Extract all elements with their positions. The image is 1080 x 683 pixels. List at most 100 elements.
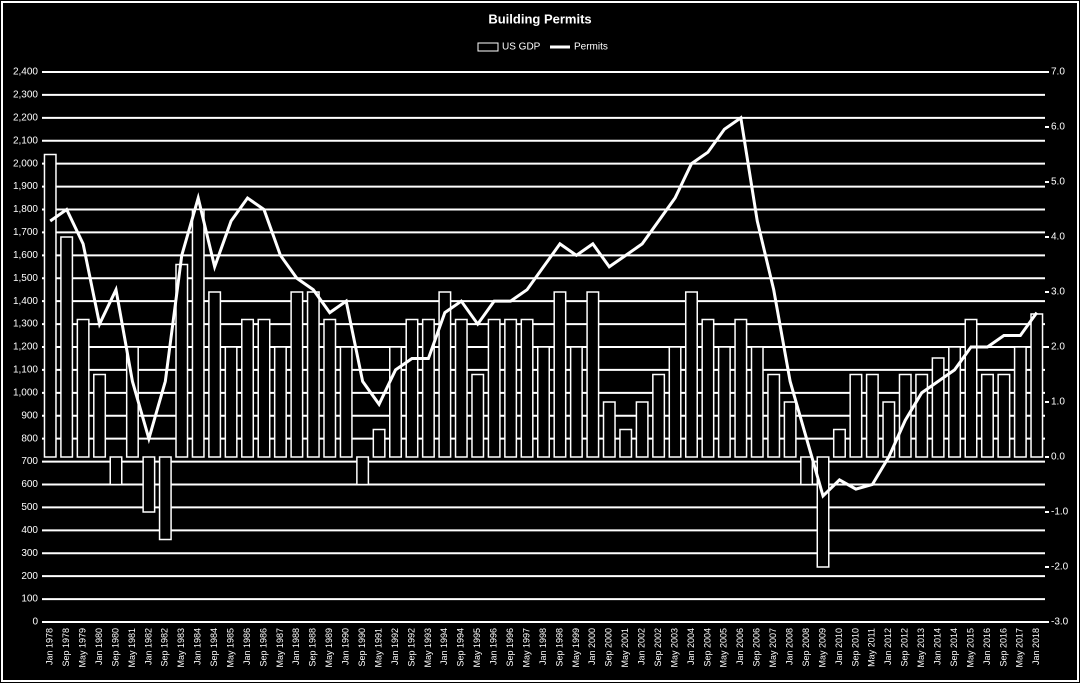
bar bbox=[734, 318, 748, 458]
bar bbox=[290, 291, 304, 458]
x-tick-label: Sep 1996 bbox=[505, 628, 515, 667]
x-tick-label: Jan 2002 bbox=[637, 628, 647, 665]
bar bbox=[800, 456, 814, 486]
bar bbox=[60, 236, 74, 458]
x-tick-label: May 2009 bbox=[817, 628, 827, 668]
x-tick-label: Jan 2006 bbox=[735, 628, 745, 665]
x-tick-label: Jan 1994 bbox=[439, 628, 449, 665]
x-tick-label: Jan 1996 bbox=[489, 628, 499, 665]
x-tick-label: May 1991 bbox=[373, 628, 383, 668]
y-tick-label: 1,400 bbox=[13, 296, 38, 307]
bar bbox=[323, 318, 337, 458]
x-tick-label: May 1985 bbox=[225, 628, 235, 668]
bar bbox=[93, 373, 107, 458]
bar bbox=[750, 346, 764, 458]
x-tick-label: May 1979 bbox=[77, 628, 87, 668]
bar bbox=[964, 318, 978, 458]
x-tick-label: May 1989 bbox=[324, 628, 334, 668]
x-tick-label: Jan 2000 bbox=[587, 628, 597, 665]
y-tick-label: 1,700 bbox=[13, 227, 38, 238]
bar bbox=[257, 318, 271, 458]
x-tick-label: May 2001 bbox=[620, 628, 630, 668]
x-tick-label: Sep 2006 bbox=[752, 628, 762, 667]
y-tick-label: 200 bbox=[21, 571, 38, 582]
bar bbox=[619, 428, 633, 458]
bar bbox=[421, 318, 435, 458]
bar bbox=[438, 291, 452, 458]
x-tick-label: Jan 2012 bbox=[883, 628, 893, 665]
y2-tick-label: 2.0 bbox=[1051, 342, 1065, 353]
x-tick-label: Jan 1990 bbox=[341, 628, 351, 665]
x-tick-label: May 2017 bbox=[1015, 628, 1025, 668]
bar bbox=[586, 291, 600, 458]
bar bbox=[454, 318, 468, 458]
x-tick-label: Jan 2016 bbox=[982, 628, 992, 665]
bar bbox=[717, 346, 731, 458]
y-tick-label: 2,100 bbox=[13, 135, 38, 146]
bar bbox=[339, 346, 353, 458]
x-tick-label: Sep 1998 bbox=[554, 628, 564, 667]
y2-tick-label: 0.0 bbox=[1051, 452, 1065, 463]
x-tick-label: May 2007 bbox=[768, 628, 778, 668]
bar bbox=[569, 346, 583, 458]
x-tick-label: Sep 2014 bbox=[949, 628, 959, 667]
x-tick-label: Sep 1984 bbox=[209, 628, 219, 667]
x-tick-label: May 1995 bbox=[472, 628, 482, 668]
y2-tick-label: 5.0 bbox=[1051, 177, 1065, 188]
x-tick-label: May 2013 bbox=[916, 628, 926, 668]
bar bbox=[997, 373, 1011, 458]
bar bbox=[635, 401, 649, 458]
x-tick-label: May 2005 bbox=[719, 628, 729, 668]
x-tick-label: Sep 2012 bbox=[900, 628, 910, 667]
x-tick-label: Jan 1978 bbox=[45, 628, 55, 665]
x-tick-label: May 2003 bbox=[669, 628, 679, 668]
bar bbox=[487, 318, 501, 458]
y-tick-label: 1,500 bbox=[13, 273, 38, 284]
y-tick-label: 100 bbox=[21, 594, 38, 605]
legend-swatch bbox=[477, 42, 499, 52]
bar bbox=[767, 373, 781, 458]
y-tick-label: 1,000 bbox=[13, 387, 38, 398]
x-tick-label: May 2015 bbox=[965, 628, 975, 668]
x-tick-label: Jan 1982 bbox=[143, 628, 153, 665]
line bbox=[49, 115, 1038, 499]
y-tick-label: 1,900 bbox=[13, 181, 38, 192]
bar bbox=[191, 208, 205, 458]
bar bbox=[652, 373, 666, 458]
x-tick-label: Jan 1984 bbox=[193, 628, 203, 665]
y-tick-label: 900 bbox=[21, 410, 38, 421]
bar bbox=[1030, 313, 1044, 458]
y2-tick-label: 7.0 bbox=[1051, 67, 1065, 78]
y-tick-label: 1,300 bbox=[13, 319, 38, 330]
x-tick-label: Jan 2008 bbox=[785, 628, 795, 665]
y2-tick-label: -3.0 bbox=[1051, 617, 1069, 628]
bar bbox=[602, 401, 616, 458]
bar bbox=[389, 346, 403, 458]
bar bbox=[504, 318, 518, 458]
bar bbox=[980, 373, 994, 458]
y-tick-label: 1,100 bbox=[13, 365, 38, 376]
x-tick-label: Jan 2014 bbox=[932, 628, 942, 665]
bar bbox=[832, 428, 846, 458]
x-tick-label: Sep 1994 bbox=[456, 628, 466, 667]
bar bbox=[142, 456, 156, 513]
x-tick-label: May 1983 bbox=[176, 628, 186, 668]
y2-tick-label: 4.0 bbox=[1051, 232, 1065, 243]
bar bbox=[109, 456, 123, 486]
bar bbox=[701, 318, 715, 458]
y-tick-label: 2,000 bbox=[13, 158, 38, 169]
bar bbox=[158, 456, 172, 541]
bar bbox=[273, 346, 287, 458]
x-tick-label: May 1997 bbox=[521, 628, 531, 668]
y-tick-label: 2,400 bbox=[13, 67, 38, 78]
x-tick-label: Sep 2004 bbox=[702, 628, 712, 667]
bar bbox=[372, 428, 386, 458]
bar bbox=[915, 373, 929, 458]
y-tick-label: 400 bbox=[21, 525, 38, 536]
x-tick-label: Sep 2010 bbox=[850, 628, 860, 667]
bar bbox=[536, 346, 551, 458]
x-tick-label: May 1987 bbox=[275, 628, 285, 668]
y-tick-label: 700 bbox=[21, 456, 38, 467]
x-tick-label: Jan 1988 bbox=[291, 628, 301, 665]
